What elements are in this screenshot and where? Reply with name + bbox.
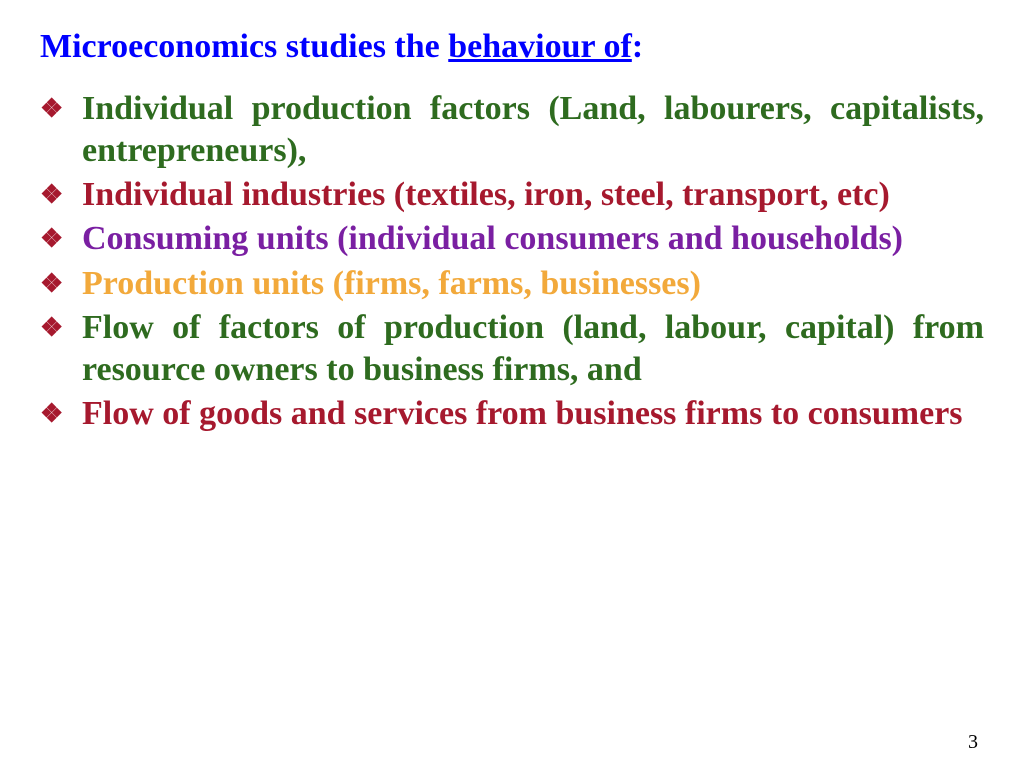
bullet-list: ❖ Individual production factors (Land, l… [40, 88, 984, 435]
diamond-bullet-icon: ❖ [40, 88, 63, 130]
title-prefix: Microeconomics studies the [40, 28, 448, 65]
list-item: ❖ Individual industries (textiles, iron,… [40, 174, 984, 216]
list-item: ❖ Flow of factors of production (land, l… [40, 307, 984, 391]
diamond-bullet-icon: ❖ [40, 393, 63, 435]
title-underlined: behaviour of [448, 28, 632, 65]
diamond-bullet-icon: ❖ [40, 218, 63, 260]
list-item: ❖ Production units (firms, farms, busine… [40, 263, 984, 305]
list-item-text: Consuming units (individual consumers an… [82, 220, 903, 257]
slide: Microeconomics studies the behaviour of:… [0, 0, 1024, 768]
list-item-text: Individual industries (textiles, iron, s… [82, 176, 890, 213]
list-item: ❖ Consuming units (individual consumers … [40, 218, 984, 260]
list-item-text: Production units (firms, farms, business… [82, 265, 701, 302]
list-item: ❖ Flow of goods and services from busine… [40, 393, 984, 435]
list-item: ❖ Individual production factors (Land, l… [40, 88, 984, 172]
slide-title: Microeconomics studies the behaviour of: [40, 28, 984, 66]
diamond-bullet-icon: ❖ [40, 307, 63, 349]
page-number: 3 [968, 731, 978, 754]
diamond-bullet-icon: ❖ [40, 263, 63, 305]
list-item-text: Individual production factors (Land, lab… [82, 90, 984, 169]
list-item-text: Flow of goods and services from business… [82, 395, 963, 432]
title-suffix: : [632, 28, 643, 65]
diamond-bullet-icon: ❖ [40, 174, 63, 216]
list-item-text: Flow of factors of production (land, lab… [82, 309, 984, 388]
